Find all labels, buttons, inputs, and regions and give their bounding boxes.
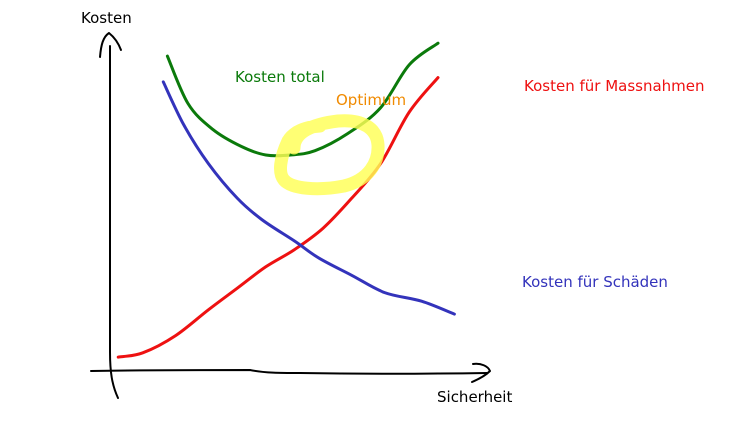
y-axis-line	[108, 45, 119, 399]
x-axis-arrowhead	[471, 362, 491, 383]
series-line-kosten-fur-massnahmen	[116, 76, 440, 359]
x-axis-line	[90, 369, 488, 375]
optimum-highlight-scribble	[274, 114, 385, 196]
y-axis-label: Kosten	[81, 9, 132, 27]
y-axis-arrowhead	[99, 32, 122, 58]
x-axis-label: Sicherheit	[437, 388, 512, 406]
series-label-kosten-total: Kosten total	[235, 68, 325, 86]
series-line-kosten-total	[165, 41, 440, 158]
series-line-kosten-fur-schaden	[161, 80, 456, 316]
series-label-kosten-fur-schaden: Kosten für Schäden	[522, 273, 668, 291]
optimum-annotation: Optimum	[336, 91, 406, 109]
series-label-kosten-fur-massnahmen: Kosten für Massnahmen	[524, 77, 705, 95]
